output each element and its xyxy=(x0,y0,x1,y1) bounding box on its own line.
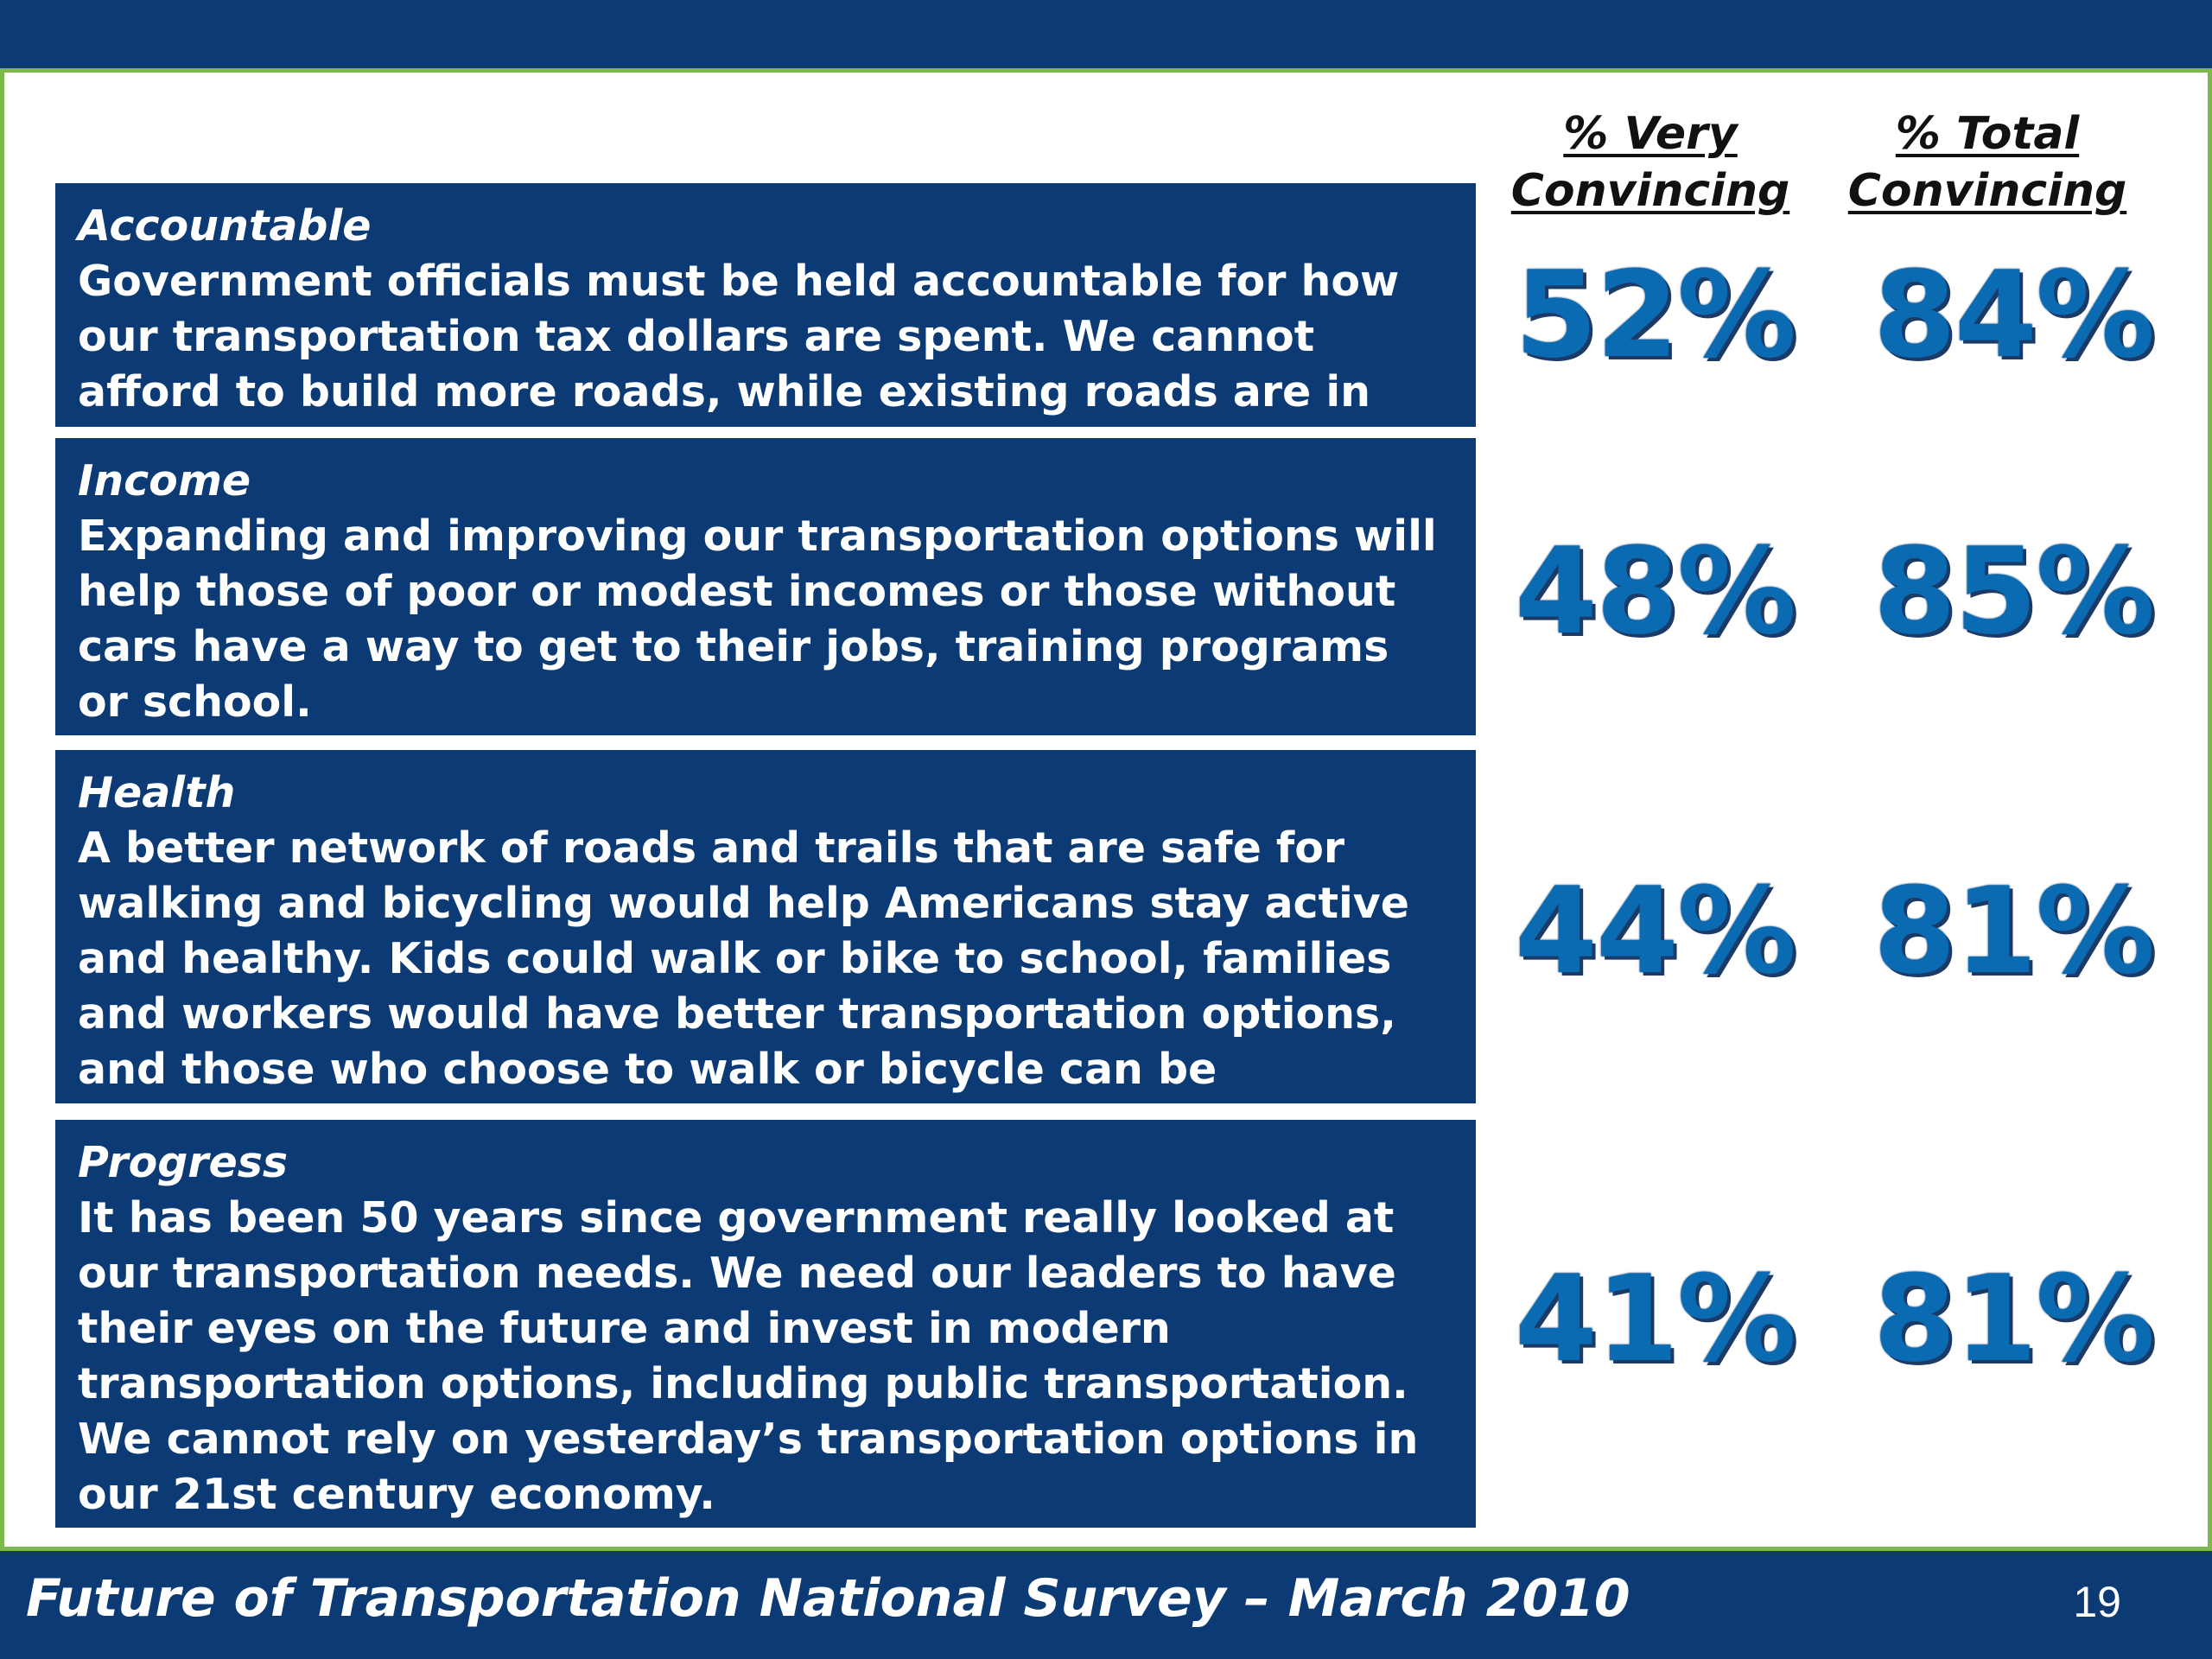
total-convincing-value: 84% xyxy=(1872,245,2155,385)
slide-border-left xyxy=(0,73,4,1547)
message-text: It has been 50 years since government re… xyxy=(78,1193,1419,1519)
column-header-total-line1: % Total xyxy=(1895,108,2080,160)
footer-title: Future of Transportation National Survey… xyxy=(26,1568,1630,1629)
footer-bar: Future of Transportation National Survey… xyxy=(0,1547,2212,1659)
very-convincing-value: 52% xyxy=(1514,245,1796,385)
very-convincing-value: 41% xyxy=(1514,1249,1796,1389)
message-box-progress: Progress It has been 50 years since gove… xyxy=(55,1120,1476,1528)
column-header-very-line2: Convincing xyxy=(1510,165,1790,217)
very-convincing-value: 48% xyxy=(1514,522,1796,661)
very-convincing-value: 44% xyxy=(1514,861,1796,1001)
total-convincing-value: 81% xyxy=(1872,1249,2155,1389)
column-header-very-line1: % Very xyxy=(1563,108,1738,160)
message-box-health: Health A better network of roads and tra… xyxy=(55,750,1476,1103)
column-header-total-line2: Convincing xyxy=(1847,165,2127,217)
message-title: Health xyxy=(78,768,236,817)
column-header-very-convincing: % Very Convincing xyxy=(1503,105,1797,219)
total-convincing-value: 81% xyxy=(1872,861,2155,1001)
message-box-accountable: Accountable Government officials must be… xyxy=(55,183,1476,427)
message-title: Progress xyxy=(78,1138,289,1187)
total-convincing-value: 85% xyxy=(1872,522,2155,661)
message-text: A better network of roads and trails tha… xyxy=(78,823,1409,1103)
top-bar xyxy=(0,0,2212,73)
message-text: Expanding and improving our transportati… xyxy=(78,512,1437,727)
page-number: 19 xyxy=(2073,1578,2121,1626)
message-box-income: Income Expanding and improving our trans… xyxy=(55,438,1476,735)
message-title: Accountable xyxy=(78,201,372,251)
column-header-total-convincing: % Total Convincing xyxy=(1840,105,2134,219)
message-text: Government officials must be held accoun… xyxy=(78,257,1400,427)
message-title: Income xyxy=(78,456,251,505)
slide-border-right xyxy=(2208,73,2212,1547)
